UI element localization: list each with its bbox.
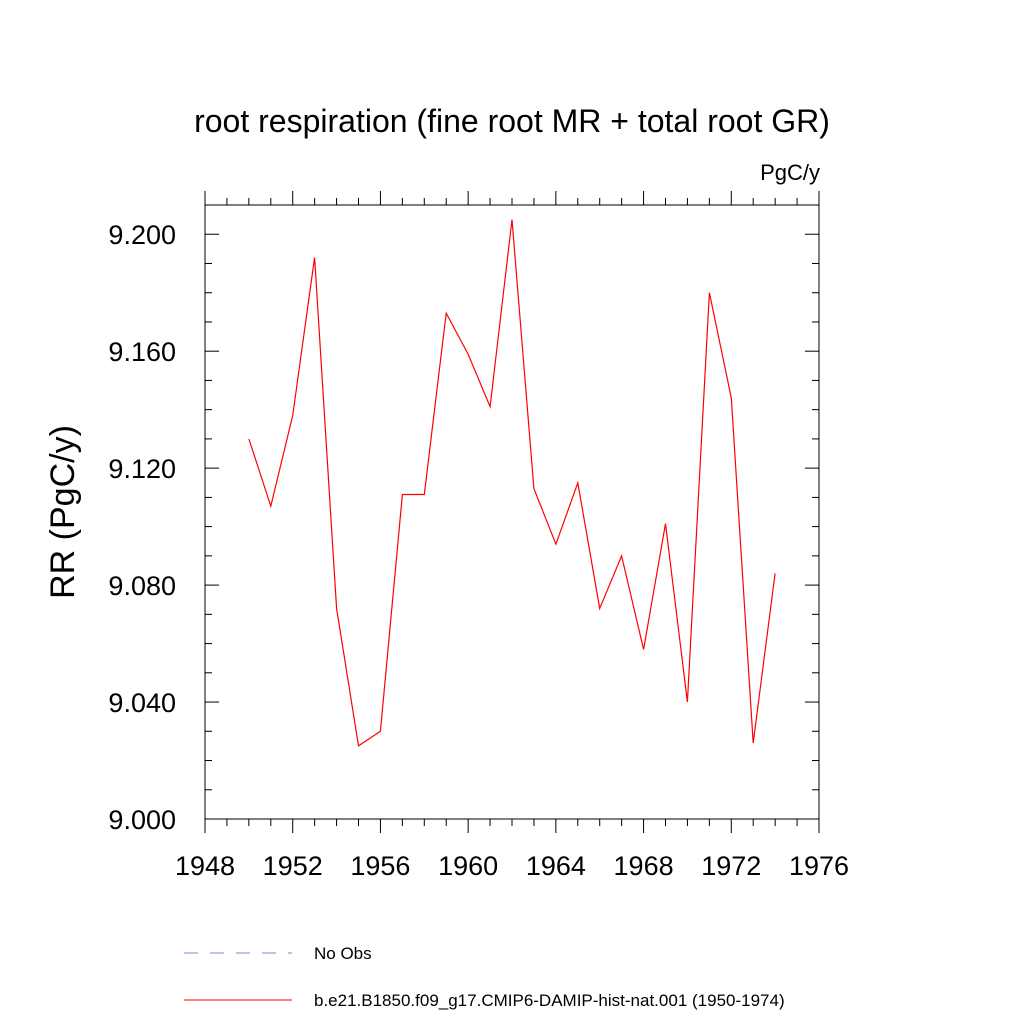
y-axis-label: RR (PgC/y) [44, 425, 82, 599]
y-tick-label: 9.200 [108, 220, 176, 250]
units-label: PgC/y [760, 160, 820, 185]
x-tick-label: 1964 [526, 851, 586, 881]
x-tick-label: 1952 [263, 851, 323, 881]
legend-label: No Obs [314, 944, 372, 963]
y-tick-label: 9.160 [108, 337, 176, 367]
chart-title: root respiration (fine root MR + total r… [194, 103, 830, 139]
legend: No Obs b.e21.B1850.f09_g17.CMIP6-DAMIP-hi… [184, 944, 785, 1010]
tick-labels: 1948 1952 1956 1960 1964 1968 1972 1976 9.000 9.0… [108, 220, 849, 881]
x-tick-label: 1972 [701, 851, 761, 881]
x-tick-label: 1948 [175, 851, 235, 881]
y-tick-label: 9.120 [108, 454, 176, 484]
x-tick-label: 1960 [438, 851, 498, 881]
y-tick-label: 9.080 [108, 571, 176, 601]
x-tick-label: 1976 [789, 851, 849, 881]
x-tick-label: 1968 [614, 851, 674, 881]
series-line [248, 219, 776, 747]
legend-label: b.e21.B1850.f09_g17.CMIP6-DAMIP-hist-nat… [314, 991, 785, 1010]
y-tick-label: 9.000 [108, 805, 176, 835]
y-tick-label: 9.040 [108, 688, 176, 718]
axis-ticks [204, 191, 820, 833]
plot-frame [204, 204, 820, 820]
x-tick-label: 1956 [350, 851, 410, 881]
series-lines [248, 219, 776, 747]
